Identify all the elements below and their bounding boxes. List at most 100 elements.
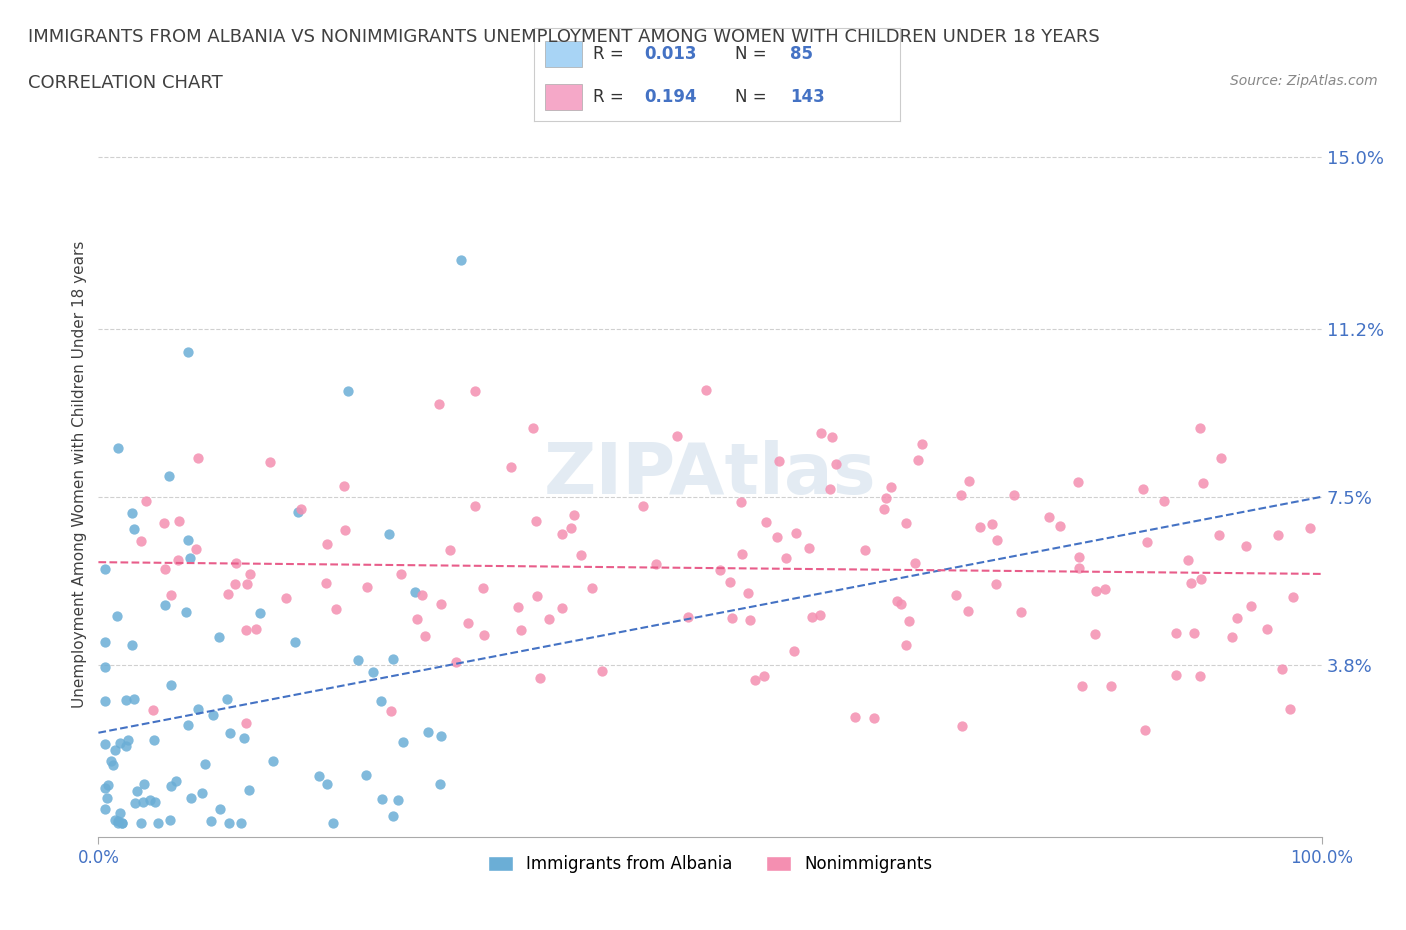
Point xyxy=(124,795,146,810)
Point xyxy=(785,525,807,540)
Point xyxy=(155,598,177,613)
Point xyxy=(114,693,136,708)
Point xyxy=(844,710,866,724)
Point xyxy=(1067,474,1090,489)
Point xyxy=(800,610,823,625)
Point xyxy=(981,517,1004,532)
Point xyxy=(101,758,124,773)
Point xyxy=(208,802,231,817)
Point xyxy=(335,522,357,537)
Point xyxy=(720,610,742,625)
Point xyxy=(387,792,409,807)
Point xyxy=(139,792,162,807)
Point xyxy=(411,588,433,603)
Point xyxy=(93,693,115,708)
Point xyxy=(875,490,897,505)
Point xyxy=(190,785,212,800)
Point xyxy=(245,622,267,637)
Point xyxy=(765,530,787,545)
Point xyxy=(550,601,572,616)
Point xyxy=(225,555,247,570)
Point xyxy=(404,584,426,599)
Point xyxy=(510,622,533,637)
Point xyxy=(107,816,129,830)
Point xyxy=(166,552,188,567)
Point xyxy=(472,580,495,595)
Text: IMMIGRANTS FROM ALBANIA VS NONIMMIGRANTS UNEMPLOYMENT AMONG WOMEN WITH CHILDREN : IMMIGRANTS FROM ALBANIA VS NONIMMIGRANTS… xyxy=(28,28,1099,46)
Point xyxy=(1271,661,1294,676)
Point xyxy=(177,718,200,733)
Point xyxy=(1177,552,1199,567)
Point xyxy=(134,776,156,790)
Point xyxy=(427,396,450,411)
Point xyxy=(1153,494,1175,509)
Point xyxy=(560,521,582,536)
Point xyxy=(219,725,242,740)
Point xyxy=(405,612,427,627)
Point xyxy=(117,732,139,747)
Point xyxy=(446,655,468,670)
Point xyxy=(153,515,176,530)
Point xyxy=(315,537,337,551)
Point xyxy=(94,802,117,817)
Point xyxy=(354,767,377,782)
Point xyxy=(474,628,496,643)
Point xyxy=(718,574,741,589)
Point xyxy=(217,692,239,707)
Point xyxy=(135,493,157,508)
Point xyxy=(108,736,131,751)
Point xyxy=(945,588,967,603)
Point xyxy=(1256,622,1278,637)
Text: ZIPAtlas: ZIPAtlas xyxy=(544,440,876,509)
Point xyxy=(775,551,797,565)
Text: CORRELATION CHART: CORRELATION CHART xyxy=(28,74,224,92)
Point xyxy=(880,480,903,495)
Point xyxy=(799,540,821,555)
Point xyxy=(378,526,401,541)
Point xyxy=(380,703,402,718)
Point xyxy=(508,600,530,615)
Point xyxy=(186,451,208,466)
Point xyxy=(1220,630,1243,644)
Point xyxy=(325,601,347,616)
Point xyxy=(755,514,778,529)
Point xyxy=(808,608,831,623)
Point xyxy=(159,812,181,827)
Point xyxy=(371,791,394,806)
Point xyxy=(464,384,486,399)
Point xyxy=(1164,667,1187,682)
Point xyxy=(430,729,453,744)
Point xyxy=(526,589,548,604)
Point xyxy=(1099,679,1122,694)
Point xyxy=(389,566,412,581)
Point xyxy=(430,596,453,611)
Point xyxy=(969,520,991,535)
Point xyxy=(731,547,754,562)
Point xyxy=(581,581,603,596)
Text: 0.194: 0.194 xyxy=(644,87,696,106)
Point xyxy=(1094,581,1116,596)
Point xyxy=(897,613,920,628)
Point xyxy=(1180,576,1202,591)
Point xyxy=(1084,627,1107,642)
Point xyxy=(104,743,127,758)
Point xyxy=(122,522,145,537)
Point xyxy=(361,664,384,679)
Point xyxy=(284,635,307,650)
Point xyxy=(1188,420,1211,435)
Point xyxy=(93,737,115,751)
Point xyxy=(740,613,762,628)
Point xyxy=(1133,723,1156,737)
Point xyxy=(1234,538,1257,553)
Point xyxy=(439,543,461,558)
Point xyxy=(316,777,339,791)
Y-axis label: Unemployment Among Women with Children Under 18 years: Unemployment Among Women with Children U… xyxy=(72,241,87,708)
Point xyxy=(107,814,129,829)
Point xyxy=(1067,560,1090,575)
Point xyxy=(522,421,544,436)
Text: N =: N = xyxy=(735,87,772,106)
Point xyxy=(1209,450,1232,465)
Point xyxy=(1188,669,1211,684)
Point xyxy=(950,719,973,734)
Point xyxy=(821,430,844,445)
